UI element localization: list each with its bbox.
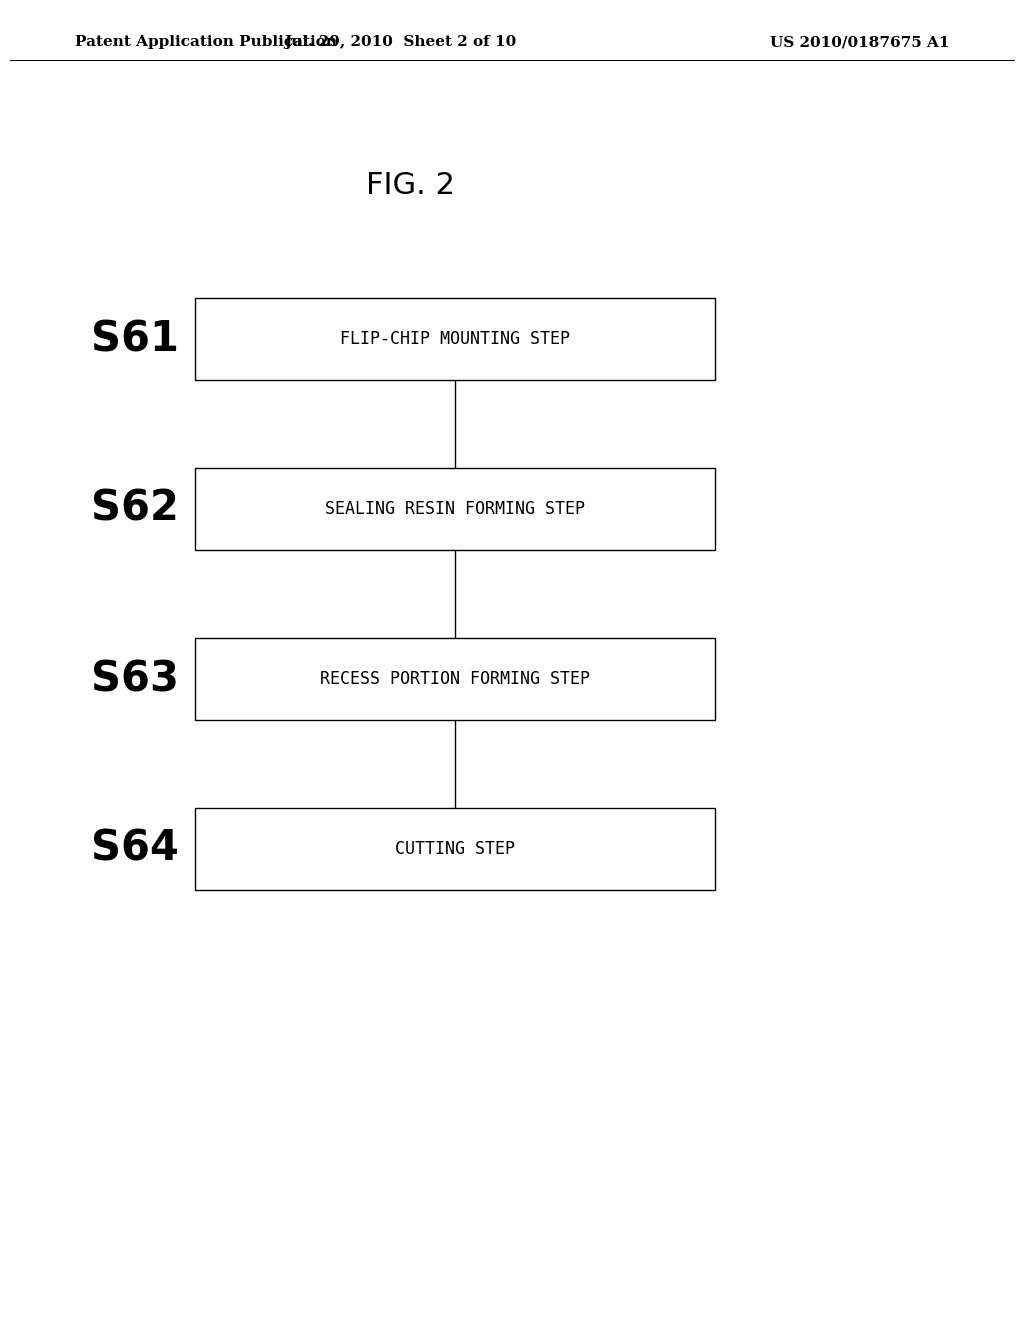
Text: S63: S63 xyxy=(91,657,179,700)
Text: Jul. 29, 2010  Sheet 2 of 10: Jul. 29, 2010 Sheet 2 of 10 xyxy=(284,36,516,49)
Text: FIG. 2: FIG. 2 xyxy=(366,170,455,199)
Text: US 2010/0187675 A1: US 2010/0187675 A1 xyxy=(770,36,950,49)
Text: S61: S61 xyxy=(91,318,179,360)
Bar xyxy=(195,638,715,719)
Text: SEALING RESIN FORMING STEP: SEALING RESIN FORMING STEP xyxy=(325,500,585,517)
Bar xyxy=(195,808,715,890)
Text: CUTTING STEP: CUTTING STEP xyxy=(395,840,515,858)
Text: RECESS PORTION FORMING STEP: RECESS PORTION FORMING STEP xyxy=(319,671,590,688)
Bar xyxy=(195,298,715,380)
Text: S62: S62 xyxy=(91,488,179,531)
Text: Patent Application Publication: Patent Application Publication xyxy=(75,36,337,49)
Bar xyxy=(195,469,715,550)
Text: FLIP-CHIP MOUNTING STEP: FLIP-CHIP MOUNTING STEP xyxy=(340,330,570,348)
Text: S64: S64 xyxy=(91,828,179,870)
